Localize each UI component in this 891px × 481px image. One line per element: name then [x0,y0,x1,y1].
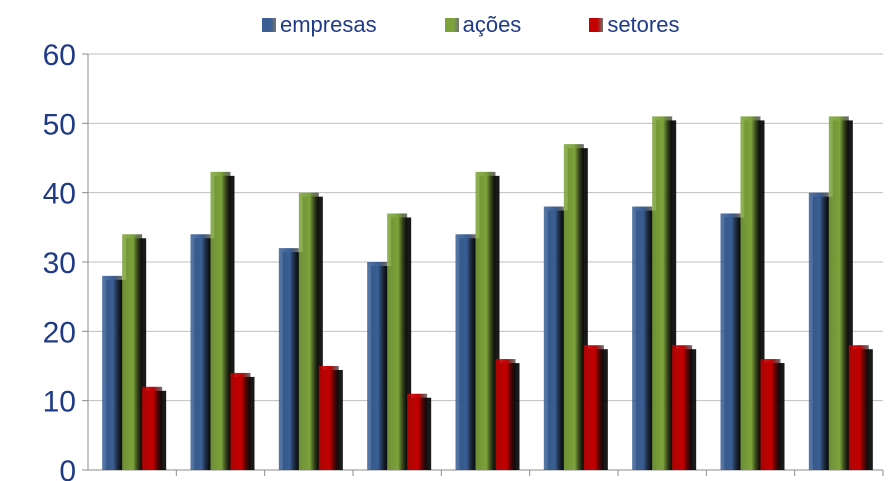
bar [122,234,143,470]
bar [278,248,299,470]
bar [672,345,693,470]
bar [720,213,741,470]
bar [142,386,163,470]
y-tick-label: 10 [43,386,76,419]
bar [407,393,428,470]
bar [298,192,319,470]
bar [190,234,211,470]
legend-label-empresas: empresas [280,12,377,37]
bar [367,262,388,470]
legend: empresas ações setores [262,10,679,40]
bar [455,234,476,470]
bar [230,372,251,470]
bar [848,345,869,470]
bar [210,171,231,470]
bar [495,359,516,470]
y-tick-label: 50 [43,108,76,141]
y-tick-label: 40 [43,178,76,211]
bar [102,275,123,470]
y-tick-label: 20 [43,316,76,349]
legend-swatch-acoes [444,18,459,32]
legend-label-setores: setores [607,12,680,37]
y-tick-label: 0 [59,455,76,481]
y-tick-label: 30 [43,247,76,280]
legend-item-empresas: empresas [262,12,377,38]
bar [652,116,673,471]
legend-swatch-setores [589,18,604,32]
y-tick-label: 60 [43,39,76,72]
bar [543,206,564,471]
bar [475,171,496,470]
bar [760,359,781,470]
bar [318,366,339,470]
legend-item-acoes: ações [444,12,522,38]
legend-swatch-empresas [262,18,276,32]
bar [740,116,761,471]
bar [387,213,408,470]
bar [583,345,604,470]
bar [632,206,653,471]
bar [563,144,584,470]
bar [808,192,829,470]
bar [828,116,849,471]
legend-label-acoes: ações [462,12,522,37]
legend-item-setores: setores [589,12,679,38]
